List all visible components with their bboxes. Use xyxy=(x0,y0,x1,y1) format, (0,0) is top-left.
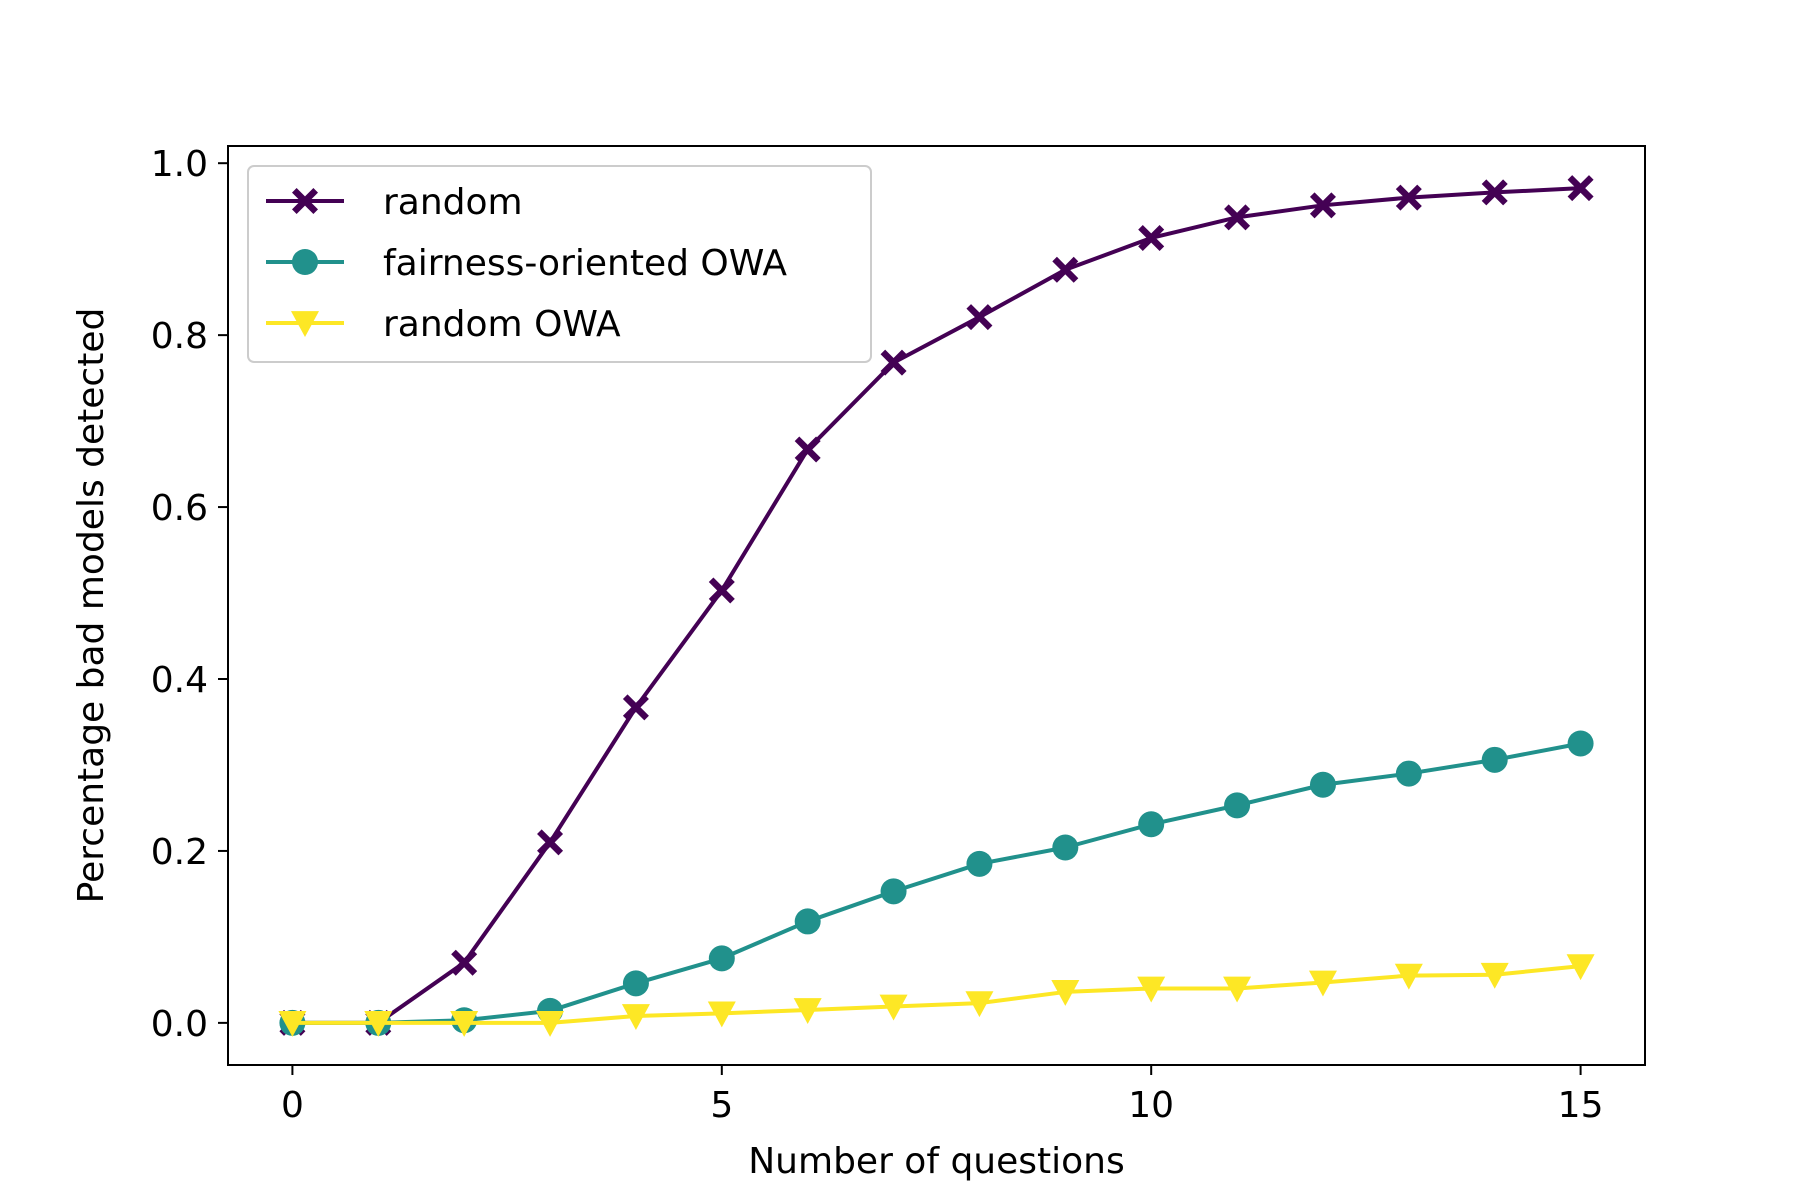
data-point xyxy=(1138,811,1165,838)
legend-label: fairness-oriented OWA xyxy=(383,243,787,284)
data-point xyxy=(1224,792,1251,819)
data-point xyxy=(622,694,649,721)
axis-ticks: 0 5 10 15 0.0 0.2 0.4 0.6 0.8 1.0 xyxy=(151,144,1604,1126)
data-point xyxy=(278,1010,307,1037)
data-point xyxy=(1567,730,1594,757)
data-point xyxy=(364,1010,393,1037)
data-point xyxy=(1309,192,1336,219)
data-point xyxy=(1309,771,1336,798)
data-point xyxy=(451,949,478,976)
x-axis-label: Number of questions xyxy=(748,1141,1125,1182)
data-point xyxy=(1308,970,1337,997)
legend: random fairness-oriented OWA random OWA xyxy=(247,165,872,363)
data-point xyxy=(966,304,993,331)
legend-box xyxy=(247,165,872,363)
data-point xyxy=(880,878,907,905)
data-point xyxy=(1137,976,1166,1003)
y-tick-label: 0.4 xyxy=(151,660,208,701)
y-tick-label: 0.0 xyxy=(151,1004,208,1045)
plot-series xyxy=(278,175,1595,1037)
data-point xyxy=(708,577,735,604)
data-point xyxy=(1566,954,1595,981)
data-point xyxy=(621,1004,650,1030)
data-point xyxy=(1480,962,1509,989)
y-tick-label: 0.8 xyxy=(151,316,208,357)
data-point xyxy=(965,991,994,1018)
data-point xyxy=(794,436,821,463)
data-point xyxy=(1395,184,1422,211)
data-point xyxy=(879,994,908,1021)
data-point xyxy=(708,945,735,972)
y-tick-label: 1.0 xyxy=(151,144,208,185)
data-point xyxy=(1481,179,1508,206)
legend-marker xyxy=(291,311,319,337)
legend-marker xyxy=(292,188,318,214)
data-point xyxy=(1224,204,1251,231)
x-tick-label: 0 xyxy=(281,1085,304,1126)
legend-marker xyxy=(292,249,318,275)
series-line xyxy=(292,741,1581,1025)
data-point xyxy=(1395,760,1422,787)
x-tick-label: 15 xyxy=(1558,1085,1604,1126)
data-point xyxy=(1051,980,1080,1006)
data-point xyxy=(1052,834,1079,861)
data-point xyxy=(622,970,649,997)
y-tick-label: 0.2 xyxy=(151,832,208,873)
data-point xyxy=(1481,746,1508,773)
data-point xyxy=(1138,224,1165,251)
data-point xyxy=(1223,976,1252,1003)
data-point xyxy=(966,850,993,877)
data-point xyxy=(1394,963,1423,990)
y-axis-label: Percentage bad models detected xyxy=(71,308,112,904)
x-tick-label: 10 xyxy=(1128,1085,1174,1126)
data-point xyxy=(793,998,822,1024)
data-point xyxy=(536,1010,565,1037)
data-point xyxy=(794,908,821,935)
data-point xyxy=(1567,175,1594,202)
legend-label: random OWA xyxy=(383,304,621,345)
x-tick-label: 5 xyxy=(710,1085,733,1126)
legend-label: random xyxy=(383,182,523,223)
data-point xyxy=(450,1010,479,1037)
series-2 xyxy=(278,954,1595,1037)
series-line xyxy=(292,186,1581,1025)
data-point xyxy=(880,349,907,376)
data-point xyxy=(707,1001,736,1028)
data-point xyxy=(537,829,564,856)
data-point xyxy=(1052,256,1079,283)
y-tick-label: 0.6 xyxy=(151,488,208,529)
series-line xyxy=(292,964,1581,1025)
plot-frame xyxy=(227,145,1646,1066)
